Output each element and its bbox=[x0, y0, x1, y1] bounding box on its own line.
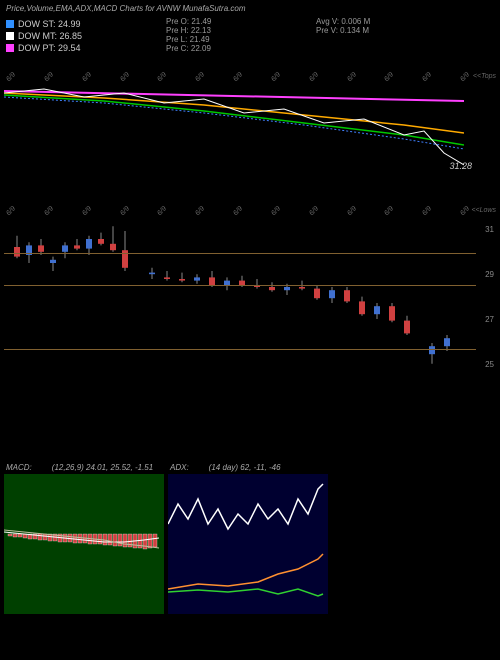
grid-line bbox=[4, 285, 476, 286]
macd-header: MACD: (12,26,9) 24.01, 25.52, -1.51 bbox=[4, 461, 164, 474]
price-tag: 31.28 bbox=[449, 161, 472, 171]
candlestick-chart: 6/96/96/96/96/96/96/96/96/96/96/96/96/9 … bbox=[4, 207, 496, 387]
adx-plot bbox=[168, 474, 328, 614]
date-tick: 6/9 bbox=[194, 71, 209, 86]
date-tick: 6/9 bbox=[421, 71, 436, 86]
legend-label: DOW MT: 26.85 bbox=[18, 31, 82, 41]
ema-chart: 6/96/96/96/96/96/96/96/96/96/96/96/96/9 … bbox=[4, 73, 496, 193]
macd-plot bbox=[4, 474, 164, 614]
date-tick: 6/9 bbox=[43, 205, 58, 220]
macd-values: (12,26,9) 24.01, 25.52, -1.51 bbox=[52, 463, 153, 472]
date-tick: 6/9 bbox=[43, 71, 58, 86]
stat-line: Pre H: 22.13 bbox=[166, 26, 316, 35]
chart-header: Price,Volume,EMA,ADX,MACD Charts for AVN… bbox=[0, 0, 500, 59]
macd-svg bbox=[4, 474, 164, 614]
ema-lines-svg bbox=[4, 73, 464, 173]
indicator-panels: MACD: (12,26,9) 24.01, 25.52, -1.51 ADX:… bbox=[0, 457, 500, 618]
y-tick: 29 bbox=[485, 270, 494, 279]
date-tick: 6/9 bbox=[346, 71, 361, 86]
date-tick: 6/9 bbox=[384, 71, 399, 86]
y-axis-labels: 31 29 27 25 bbox=[485, 207, 494, 387]
date-tick: 6/9 bbox=[5, 71, 20, 86]
y-tick: 31 bbox=[485, 225, 494, 234]
y-tick: 27 bbox=[485, 315, 494, 324]
adx-label: ADX: bbox=[170, 463, 189, 472]
chart-title: Price,Volume,EMA,ADX,MACD Charts for AVN… bbox=[6, 4, 494, 13]
stat-line: Pre C: 22.09 bbox=[166, 44, 316, 53]
date-tick: 6/9 bbox=[308, 71, 323, 86]
legend-label: DOW ST: 24.99 bbox=[18, 19, 81, 29]
date-tick: 6/9 bbox=[157, 71, 172, 86]
date-tick: 6/9 bbox=[119, 71, 134, 86]
date-tick: 6/9 bbox=[81, 71, 96, 86]
legend-swatch bbox=[6, 32, 14, 40]
legend-swatch bbox=[6, 20, 14, 28]
legend-column: DOW ST: 24.99 DOW MT: 26.85 DOW PT: 29.54 bbox=[6, 17, 166, 55]
date-axis-mid: 6/96/96/96/96/96/96/96/96/96/96/96/96/9 bbox=[4, 207, 476, 219]
legend-swatch bbox=[6, 44, 14, 52]
stat-line: Pre O: 21.49 bbox=[166, 17, 316, 26]
date-tick: 6/9 bbox=[308, 205, 323, 220]
stats-column-1: Pre O: 21.49Pre H: 22.13Pre L: 21.49Pre … bbox=[166, 17, 316, 55]
stat-line: Avg V: 0.006 M bbox=[316, 17, 466, 26]
grid-line bbox=[4, 253, 476, 254]
macd-panel: MACD: (12,26,9) 24.01, 25.52, -1.51 bbox=[4, 461, 164, 614]
y-tick: 25 bbox=[485, 360, 494, 369]
date-tick: 6/9 bbox=[270, 205, 285, 220]
date-tick: 6/9 bbox=[346, 205, 361, 220]
legend-item: DOW ST: 24.99 bbox=[6, 19, 166, 29]
info-row: DOW ST: 24.99DOW MT: 26.85DOW PT: 29.54 … bbox=[6, 17, 494, 55]
date-tick: 6/9 bbox=[232, 71, 247, 86]
date-tick: 6/9 bbox=[157, 205, 172, 220]
stats-column-2: Avg V: 0.006 MPre V: 0.134 M bbox=[316, 17, 466, 55]
stat-line: Pre L: 21.49 bbox=[166, 35, 316, 44]
adx-panel: ADX: (14 day) 62, -11, -46 bbox=[168, 461, 328, 614]
date-tick: 6/9 bbox=[232, 205, 247, 220]
date-tick: 6/9 bbox=[119, 205, 134, 220]
adx-header: ADX: (14 day) 62, -11, -46 bbox=[168, 461, 328, 474]
candles-svg bbox=[4, 207, 464, 367]
macd-label: MACD: bbox=[6, 463, 32, 472]
date-tick: 6/9 bbox=[421, 205, 436, 220]
stat-line: Pre V: 0.134 M bbox=[316, 26, 466, 35]
grid-line bbox=[4, 349, 476, 350]
legend-item: DOW PT: 29.54 bbox=[6, 43, 166, 53]
axis-label-tops: <<Tops bbox=[473, 73, 496, 80]
date-tick: 6/9 bbox=[270, 71, 285, 86]
date-tick: 6/9 bbox=[81, 205, 96, 220]
date-tick: 6/9 bbox=[194, 205, 209, 220]
adx-svg bbox=[168, 474, 328, 614]
date-tick: 6/9 bbox=[384, 205, 399, 220]
legend-item: DOW MT: 26.85 bbox=[6, 31, 166, 41]
legend-label: DOW PT: 29.54 bbox=[18, 43, 81, 53]
adx-values: (14 day) 62, -11, -46 bbox=[209, 463, 281, 472]
date-tick: 6/9 bbox=[5, 205, 20, 220]
date-axis-top: 6/96/96/96/96/96/96/96/96/96/96/96/96/9 bbox=[4, 73, 476, 85]
